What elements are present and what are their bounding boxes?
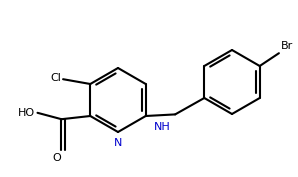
Text: O: O xyxy=(52,153,61,163)
Text: NH: NH xyxy=(154,122,171,132)
Text: HO: HO xyxy=(18,108,35,118)
Text: Cl: Cl xyxy=(50,73,61,83)
Text: Br: Br xyxy=(281,41,293,51)
Text: N: N xyxy=(114,138,122,148)
